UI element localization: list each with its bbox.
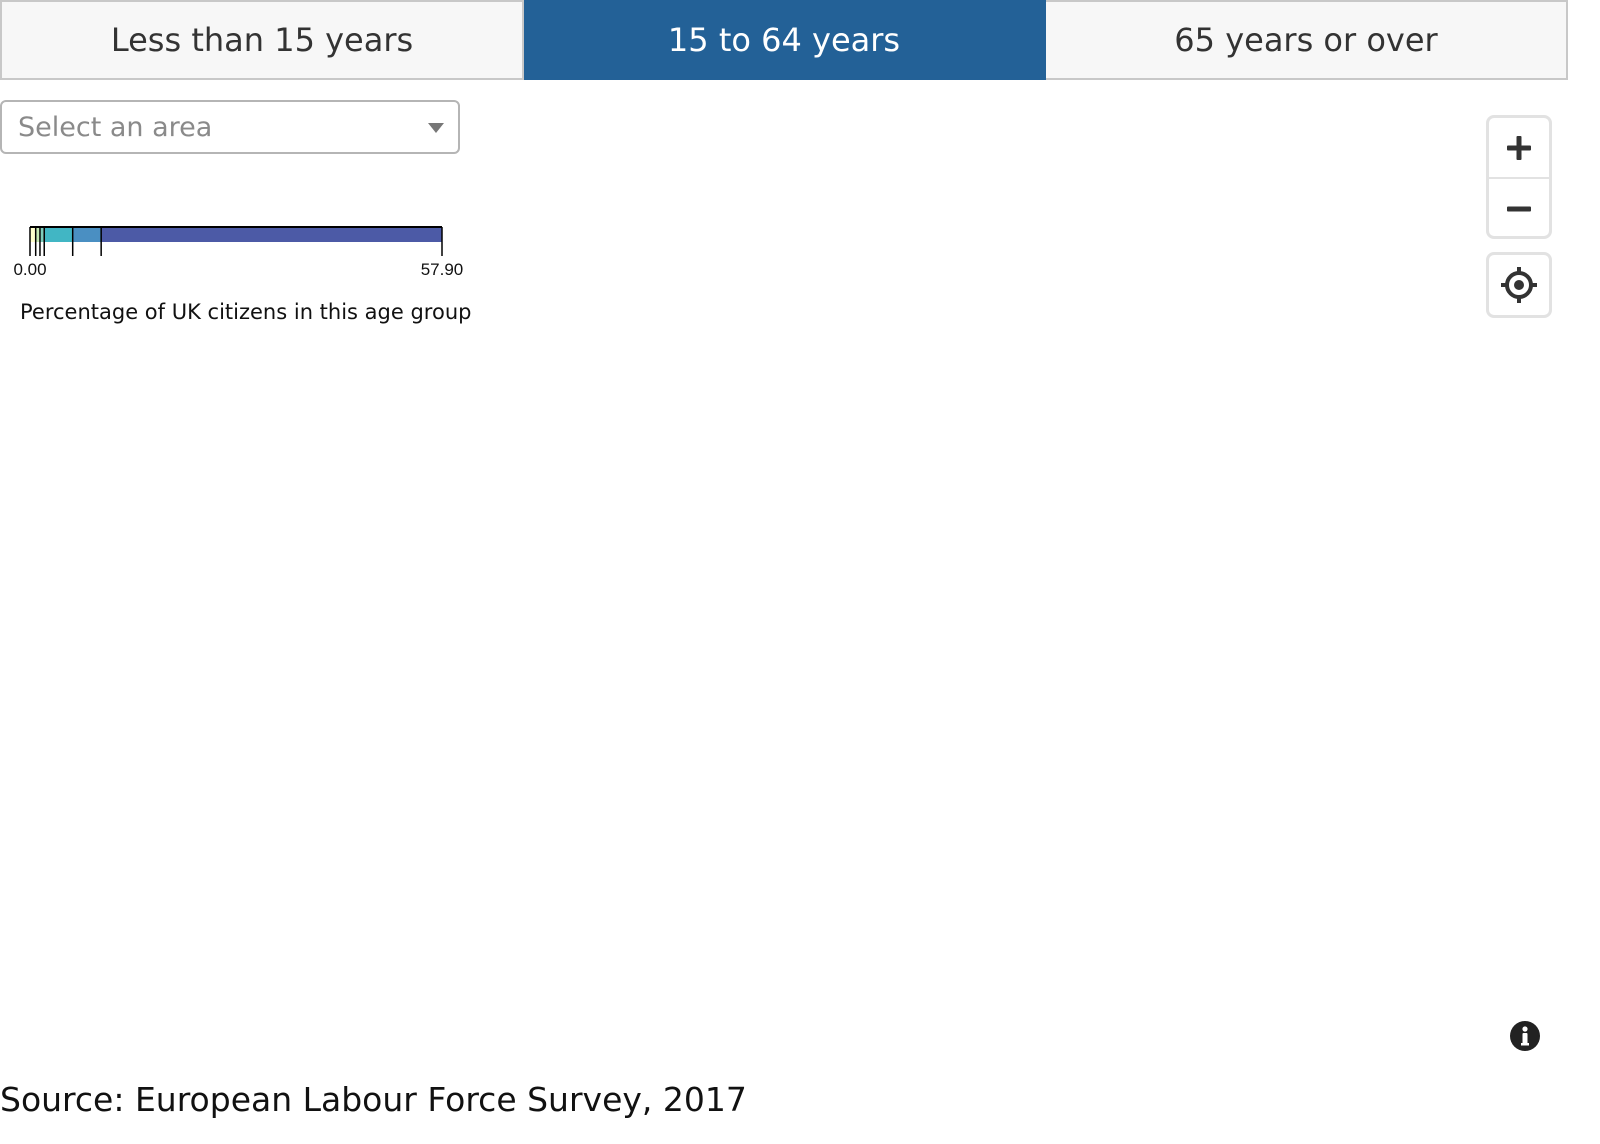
locate-button[interactable] <box>1486 252 1552 318</box>
color-legend: 0.00 57.90 <box>13 226 464 279</box>
source-note: Source: European Labour Force Survey, 20… <box>0 1080 747 1119</box>
info-button[interactable] <box>1509 1020 1541 1052</box>
tab-15-to-64[interactable]: 15 to 64 years <box>524 0 1046 80</box>
legend-band <box>101 227 442 242</box>
plus-icon <box>1507 135 1531 160</box>
age-group-tabs: Less than 15 years 15 to 64 years 65 yea… <box>0 0 1568 80</box>
area-select-placeholder: Select an area <box>18 112 213 143</box>
tab-less-than-15[interactable]: Less than 15 years <box>0 0 524 80</box>
zoom-controls <box>1486 115 1552 239</box>
legend-band <box>35 227 40 242</box>
tab-65-or-over[interactable]: 65 years or over <box>1046 0 1568 80</box>
legend-min-label: 0.00 <box>13 260 46 279</box>
legend-band <box>30 227 36 242</box>
zoom-out-button[interactable] <box>1489 179 1549 236</box>
area-select[interactable]: Select an area <box>0 100 460 154</box>
minus-icon <box>1507 206 1531 211</box>
chevron-down-icon <box>428 123 444 133</box>
legend-max-label: 57.90 <box>421 260 464 279</box>
legend-band <box>44 227 73 242</box>
zoom-in-button[interactable] <box>1489 118 1549 179</box>
legend-ticks <box>29 226 443 256</box>
legend-caption: Percentage of UK citizens in this age gr… <box>20 300 472 324</box>
legend-band <box>72 227 102 242</box>
crosshair-icon <box>1501 267 1537 303</box>
legend-bands <box>30 227 442 242</box>
legend-band <box>39 227 45 242</box>
info-icon <box>1510 1021 1540 1051</box>
